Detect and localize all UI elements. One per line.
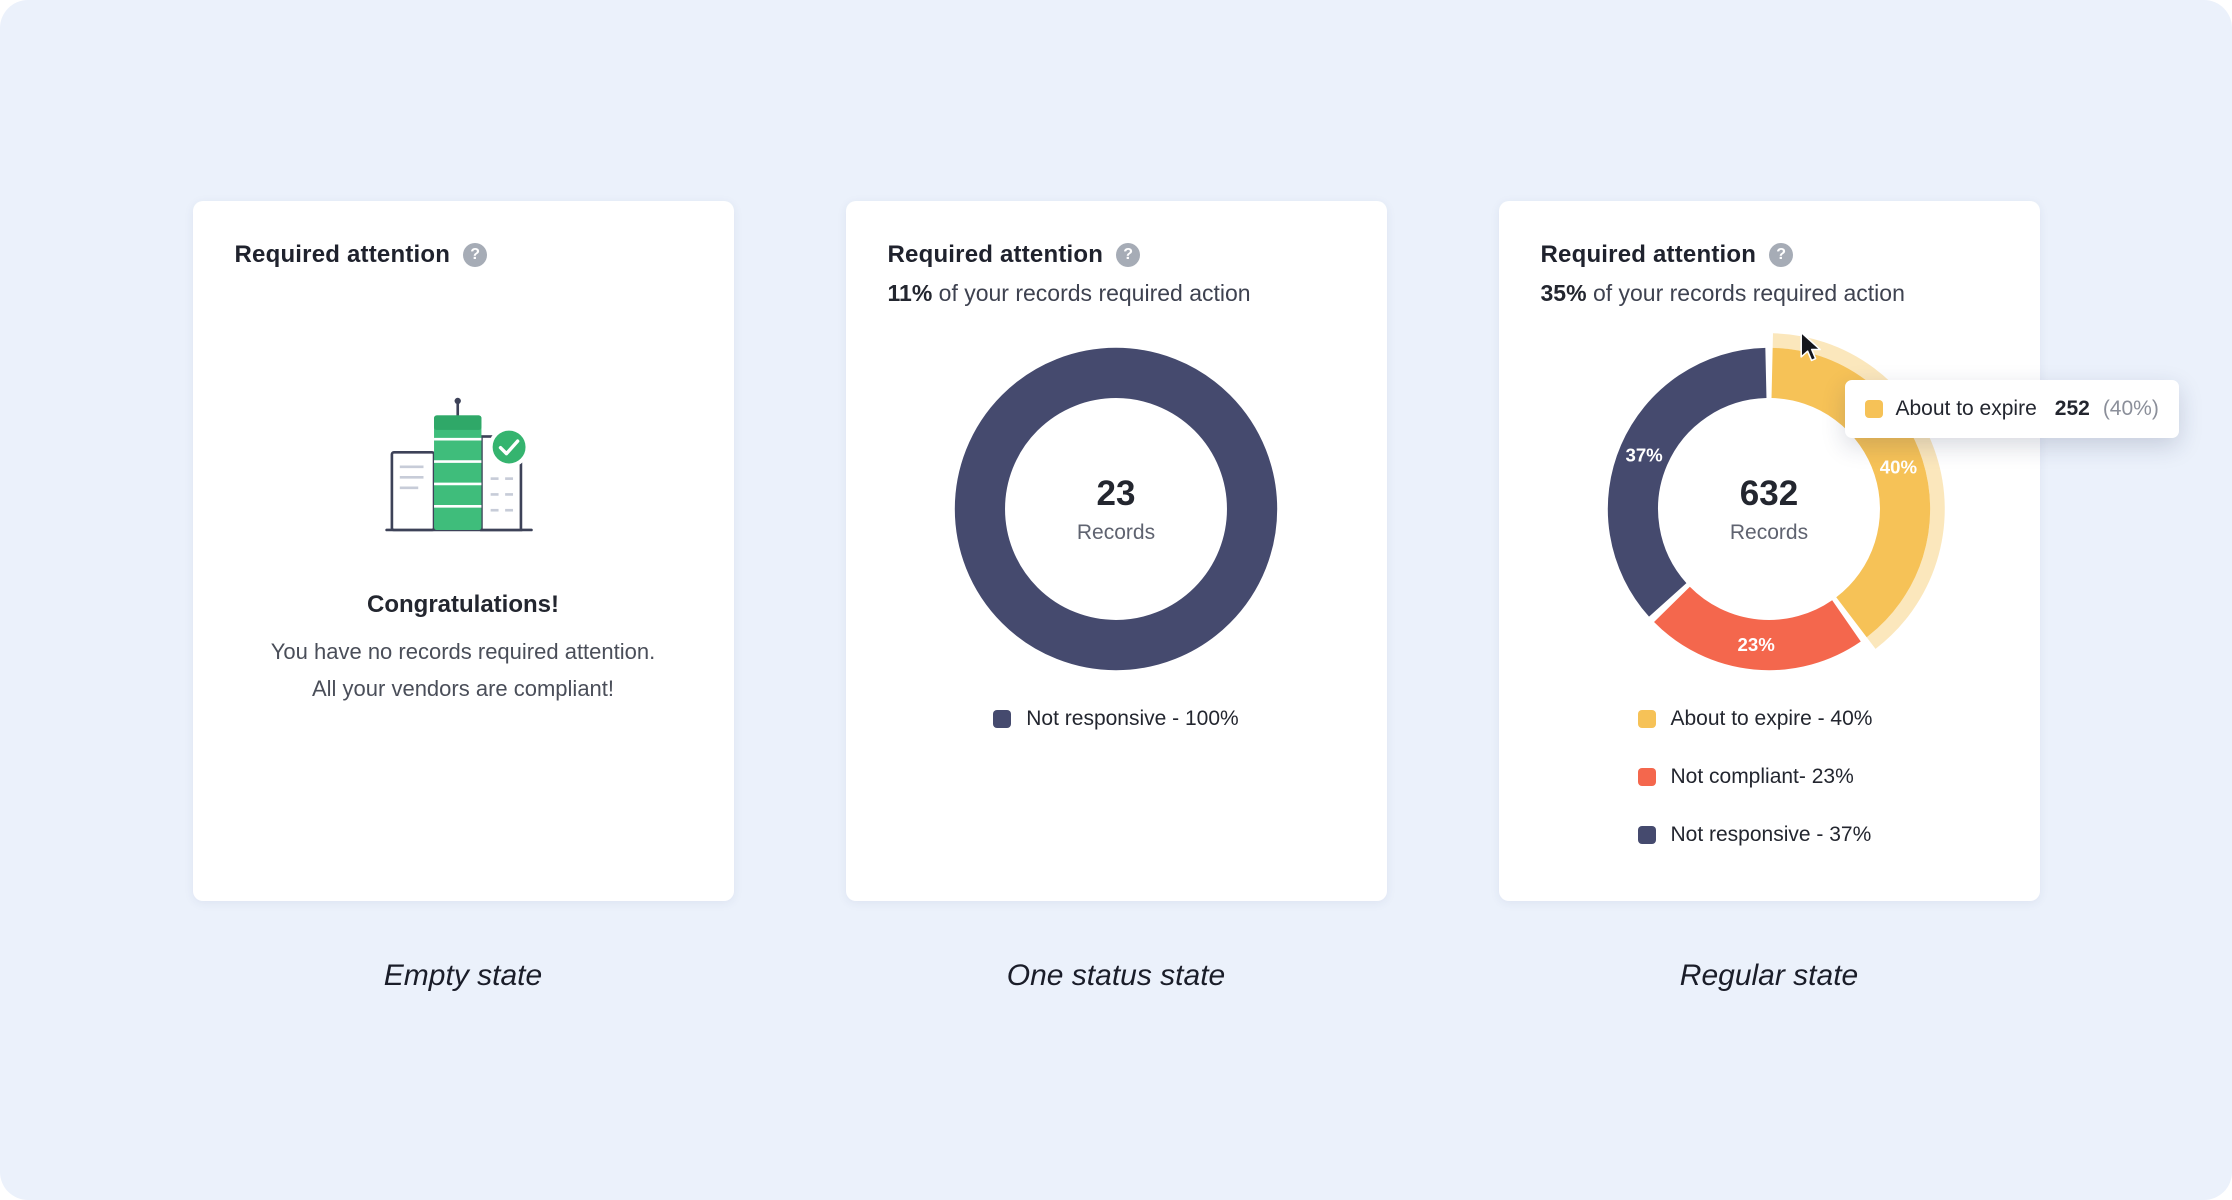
subtitle-text: of your records required action <box>1592 280 1905 306</box>
card-title: Required attention <box>234 241 451 268</box>
legend-item: Not compliant- 23% <box>1637 765 1998 789</box>
donut-chart[interactable] <box>954 347 1278 671</box>
legend-color-swatch <box>993 710 1012 728</box>
donut-chart-container: 40% 23% 37% 632 Records <box>1607 333 1945 671</box>
state-caption-empty: Empty state <box>383 959 543 992</box>
tooltip-percentage: (40%) <box>2102 397 2159 420</box>
empty-message: You have no records required attention. … <box>235 633 692 707</box>
empty-state-body: Congratulations! You have no records req… <box>235 397 692 707</box>
congrats-heading: Congratulations! <box>367 590 559 618</box>
tooltip-label: About to expire <box>1895 397 2037 420</box>
legend-item: Not responsive - 100% <box>993 707 1239 731</box>
legend-color-swatch <box>1637 710 1656 728</box>
required-attention-card-one-status: Required attention ? 11% of your records… <box>845 201 1387 901</box>
check-badge-icon <box>488 426 530 468</box>
tooltip-color-swatch <box>1864 400 1883 418</box>
donut-chart-container: 23 Records <box>954 347 1278 671</box>
help-icon[interactable]: ? <box>463 243 488 267</box>
subtitle-text: of your records required action <box>938 280 1251 306</box>
empty-message-line2: All your vendors are compliant! <box>311 675 615 701</box>
card-header: Required attention ? <box>888 241 1345 269</box>
svg-text:23%: 23% <box>1738 634 1776 655</box>
empty-state-column: Required attention ? <box>192 201 734 993</box>
card-header: Required attention ? <box>1541 241 1998 269</box>
regular-state-column: Required attention ? 35% of your records… <box>1498 201 2179 993</box>
empty-message-line1: You have no records required attention. <box>270 638 656 664</box>
legend-item: About to expire - 40% <box>1637 707 1998 731</box>
svg-text:40%: 40% <box>1880 456 1918 477</box>
required-attention-card-regular: Required attention ? 35% of your records… <box>1498 201 2179 901</box>
cursor-pointer-icon <box>1799 331 1821 362</box>
svg-text:37%: 37% <box>1625 444 1663 465</box>
buildings-illustration <box>385 397 533 532</box>
legend-color-swatch <box>1637 768 1656 786</box>
donut-chart[interactable]: 40% 23% 37% <box>1607 333 1945 671</box>
one-status-column: Required attention ? 11% of your records… <box>845 201 1387 993</box>
legend-label: Not responsive - 37% <box>1670 823 1872 846</box>
card-title: Required attention <box>1540 241 1757 268</box>
state-caption-one-status: One status state <box>1006 959 1226 992</box>
card-header: Required attention ? <box>235 241 692 269</box>
chart-legend: About to expire - 40% Not compliant- 23%… <box>1637 707 1998 847</box>
help-icon[interactable]: ? <box>1769 243 1794 267</box>
required-attention-card-empty: Required attention ? <box>192 201 734 901</box>
chart-legend: Not responsive - 100% <box>888 707 1345 731</box>
card-title: Required attention <box>887 241 1104 268</box>
legend-item: Not responsive - 37% <box>1637 823 1998 847</box>
help-icon[interactable]: ? <box>1116 243 1141 267</box>
legend-label: About to expire - 40% <box>1670 707 1873 730</box>
subtitle-percentage: 11% <box>887 280 933 306</box>
cards-row: Required attention ? <box>192 201 2179 993</box>
tooltip-value: 252 <box>2054 397 2090 420</box>
chart-tooltip: About to expire 252 (40%) <box>1844 380 2179 438</box>
state-caption-regular: Regular state <box>1679 959 1859 992</box>
legend-label: Not compliant- 23% <box>1670 765 1854 788</box>
legend-label: Not responsive - 100% <box>1026 707 1239 730</box>
card-subtitle: 11% of your records required action <box>888 280 1345 307</box>
legend-color-swatch <box>1637 826 1656 844</box>
card-subtitle: 35% of your records required action <box>1541 280 1998 307</box>
subtitle-percentage: 35% <box>1540 280 1587 306</box>
